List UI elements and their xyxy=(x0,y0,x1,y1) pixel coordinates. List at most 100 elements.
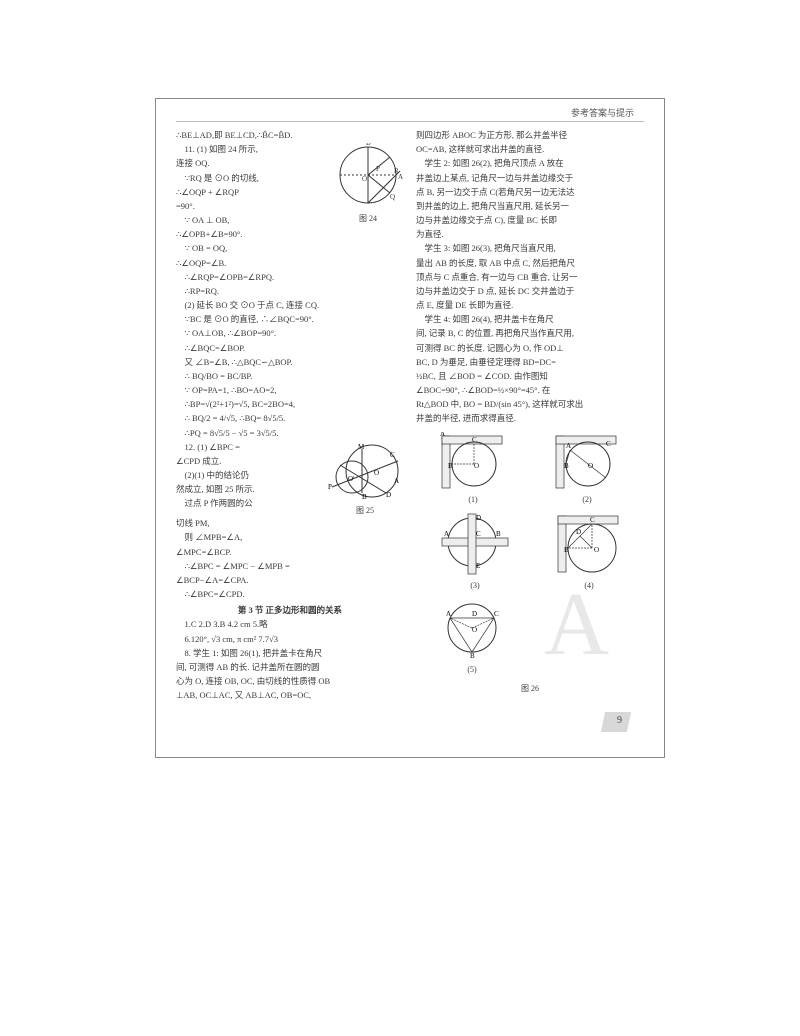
circle-diagram-icon: B R P O A Q xyxy=(332,143,404,211)
figure-26-5: A C B O D (5) xyxy=(436,598,508,676)
text-line: ∵ OA⊥OB, ∴∠BOP=90°. xyxy=(176,327,404,340)
text-line: 到井盖的边上, 把角尺当直尺用, 延长另一 xyxy=(416,200,644,213)
text-line: ∴∠BPC=∠CPD. xyxy=(176,588,404,601)
page-number: 9 xyxy=(617,713,622,728)
text-line: (2) 延长 BO 交 ⊙O 于点 C, 连接 CQ. xyxy=(176,299,404,312)
svg-text:O: O xyxy=(588,462,593,470)
text-line: 切线 PM, xyxy=(176,517,404,530)
svg-text:B: B xyxy=(366,143,371,147)
page-container: 参考答案与提示 ∴BE⊥AD,即 BE⊥CD,∴B̂C=B̂D. 11. (1)… xyxy=(155,98,665,758)
text-line: ∵RQ 是 ⊙O 的切线, xyxy=(176,172,328,185)
svg-text:A: A xyxy=(444,530,449,538)
svg-text:C: C xyxy=(606,440,611,448)
text-line: 11. (1) 如图 24 所示, xyxy=(176,143,328,156)
svg-text:O: O xyxy=(472,626,477,634)
figure-label: 图 24 xyxy=(332,213,404,225)
svg-text:C: C xyxy=(390,451,395,459)
text-line: 8. 学生 1: 如图 26(1), 把井盖卡在角尺 xyxy=(176,647,404,660)
text-line: ∠MPC=∠BCP. xyxy=(176,546,404,559)
text-line: 边与井盖边缘交于点 C), 度量 BC 长即 xyxy=(416,214,644,227)
text-line: 1.C 2.D 3.B 4.2 cm 5.略 xyxy=(176,618,404,631)
text-line: ∵ OA ⊥ OB, xyxy=(176,214,328,227)
svg-text:A: A xyxy=(440,432,445,438)
text-line: 井盖边上某点, 记角尺一边与井盖边缘交于 xyxy=(416,172,644,185)
svg-text:D: D xyxy=(472,610,477,618)
watermark-letter: A xyxy=(544,557,609,692)
text-line: 学生 3: 如图 26(3), 把角尺当直尺用, xyxy=(416,242,644,255)
text-line: ∴BE⊥AD,即 BE⊥CD,∴B̂C=B̂D. xyxy=(176,129,404,142)
figure-row-2: A B C E D (3) xyxy=(416,512,644,592)
figure-25: M C P O' O A B D 图 25 xyxy=(326,441,404,517)
text-line: ∴∠RQP=∠OPB=∠RPQ. xyxy=(176,271,404,284)
text-line: 井盖的半径, 进而求得直径. xyxy=(416,412,644,425)
text-line: 学生 2: 如图 26(2), 把角尺顶点 A 放在 xyxy=(416,157,644,170)
text-line: ∴∠OPB+∠B=90°. xyxy=(176,228,328,241)
svg-text:A: A xyxy=(566,442,571,450)
text-line: ∴BP=√(2²+1²)=√5, BC=2BO=4, xyxy=(176,398,404,411)
text-line: (2)(1) 中的结论仍 xyxy=(176,469,322,482)
svg-text:D: D xyxy=(386,491,391,499)
svg-text:O: O xyxy=(594,546,599,554)
ruler-circle-icon: A C B O D xyxy=(436,598,508,662)
figure-26-2: A B O C (2) xyxy=(552,432,622,506)
text-line: ∵ OB = OQ, xyxy=(176,242,404,255)
figure-label: (5) xyxy=(436,664,508,676)
left-column: ∴BE⊥AD,即 BE⊥CD,∴B̂C=B̂D. 11. (1) 如图 24 所… xyxy=(176,129,404,737)
text-line: ½BC, 且 ∠BOD = ∠COD. 由作图知 xyxy=(416,370,644,383)
section-heading: 第 3 节 正多边形和圆的关系 xyxy=(176,604,404,617)
text-line: ∠BCP−∠A=∠CPA. xyxy=(176,574,404,587)
text-line: ∴ BQ/BO = BC/BP. xyxy=(176,370,404,383)
text-line: ∵ OP=PA=1, ∴BO=AO=2, xyxy=(176,384,404,397)
ruler-circle-icon: A B O C xyxy=(438,432,508,492)
figure-row-1: A B O C (1) A B xyxy=(416,432,644,506)
text-line: ∴∠OQP=∠B. xyxy=(176,257,404,270)
ruler-circle-icon: A B O C xyxy=(552,432,622,492)
text-line: ∠BOC=90°, ∴∠BOD=½×90°=45°. 在 xyxy=(416,384,644,397)
svg-text:A: A xyxy=(394,477,399,485)
figure-label: 图 25 xyxy=(326,505,404,517)
text-line: ∵BC 是 ⊙O 的直径, ∴∠BQC=90°. xyxy=(176,313,404,326)
figure-label: (2) xyxy=(552,494,622,506)
two-circles-diagram-icon: M C P O' O A B D xyxy=(326,441,404,503)
figure-26-3: A B C E D (3) xyxy=(436,512,514,592)
text-line: 12. (1) ∠BPC = xyxy=(176,441,322,454)
ruler-circle-icon: A B C E D xyxy=(436,512,514,578)
text-line: Rt△BOD 中, BO = BD/(sin 45°), 这样就可求出 xyxy=(416,398,644,411)
figure-24: B R P O A Q 图 24 xyxy=(332,143,404,225)
svg-text:B: B xyxy=(448,462,453,470)
text-line: ∴∠OQP + ∠RQP xyxy=(176,186,328,199)
svg-text:D: D xyxy=(476,514,481,522)
figure-label: (3) xyxy=(436,580,514,592)
text-line: 连接 OQ. xyxy=(176,157,328,170)
text-line: 点 B, 另一边交于点 C(若角尺另一边无法达 xyxy=(416,186,644,199)
text-line: ∠CPD 成立. xyxy=(176,455,322,468)
svg-text:D: D xyxy=(576,528,581,536)
block-fig24: 11. (1) 如图 24 所示, 连接 OQ. ∵RQ 是 ⊙O 的切线, ∴… xyxy=(176,143,404,242)
text-line: 学生 4: 如图 26(4), 把井盖卡在角尺 xyxy=(416,313,644,326)
svg-text:O: O xyxy=(374,469,379,477)
text-line: 又 ∠B=∠B, ∴△BQC∽△BOP. xyxy=(176,356,404,369)
svg-text:B: B xyxy=(470,652,475,660)
text-line: 心为 O, 连接 OB, OC, 由切线的性质得 OB xyxy=(176,675,404,688)
text-line: 点 E, 度量 DE 长即为直径. xyxy=(416,299,644,312)
text-line: 边与井盖边交于 D 点, 延长 DC 交井盖边于 xyxy=(416,285,644,298)
text-line: 顶点与 C 点重合, 有一边与 CB 重合, 让另一 xyxy=(416,271,644,284)
svg-text:B: B xyxy=(362,493,367,501)
text-line: 则 ∠MPB=∠A, xyxy=(176,531,404,544)
text-line: 可测得 BC 的长度. 记圆心为 O, 作 OD⊥ xyxy=(416,342,644,355)
header-title: 参考答案与提示 xyxy=(571,107,634,121)
svg-text:A: A xyxy=(446,610,451,618)
svg-text:Q: Q xyxy=(390,193,395,201)
figure-26-label: 图 26 xyxy=(416,683,644,695)
svg-text:O: O xyxy=(362,175,367,183)
svg-text:O': O' xyxy=(348,475,354,483)
text-line: 间, 可测得 AB 的长. 记井盖所在圆的圆 xyxy=(176,661,404,674)
svg-text:B: B xyxy=(496,530,501,538)
svg-text:P: P xyxy=(376,165,380,173)
svg-text:B: B xyxy=(564,546,569,554)
text-group: 11. (1) 如图 24 所示, 连接 OQ. ∵RQ 是 ⊙O 的切线, ∴… xyxy=(176,143,328,242)
text-line: BC, D 为垂足, 由垂径定理得 BD=DC= xyxy=(416,356,644,369)
svg-text:O: O xyxy=(474,462,479,470)
svg-text:C: C xyxy=(476,530,481,538)
svg-text:C: C xyxy=(590,516,595,524)
